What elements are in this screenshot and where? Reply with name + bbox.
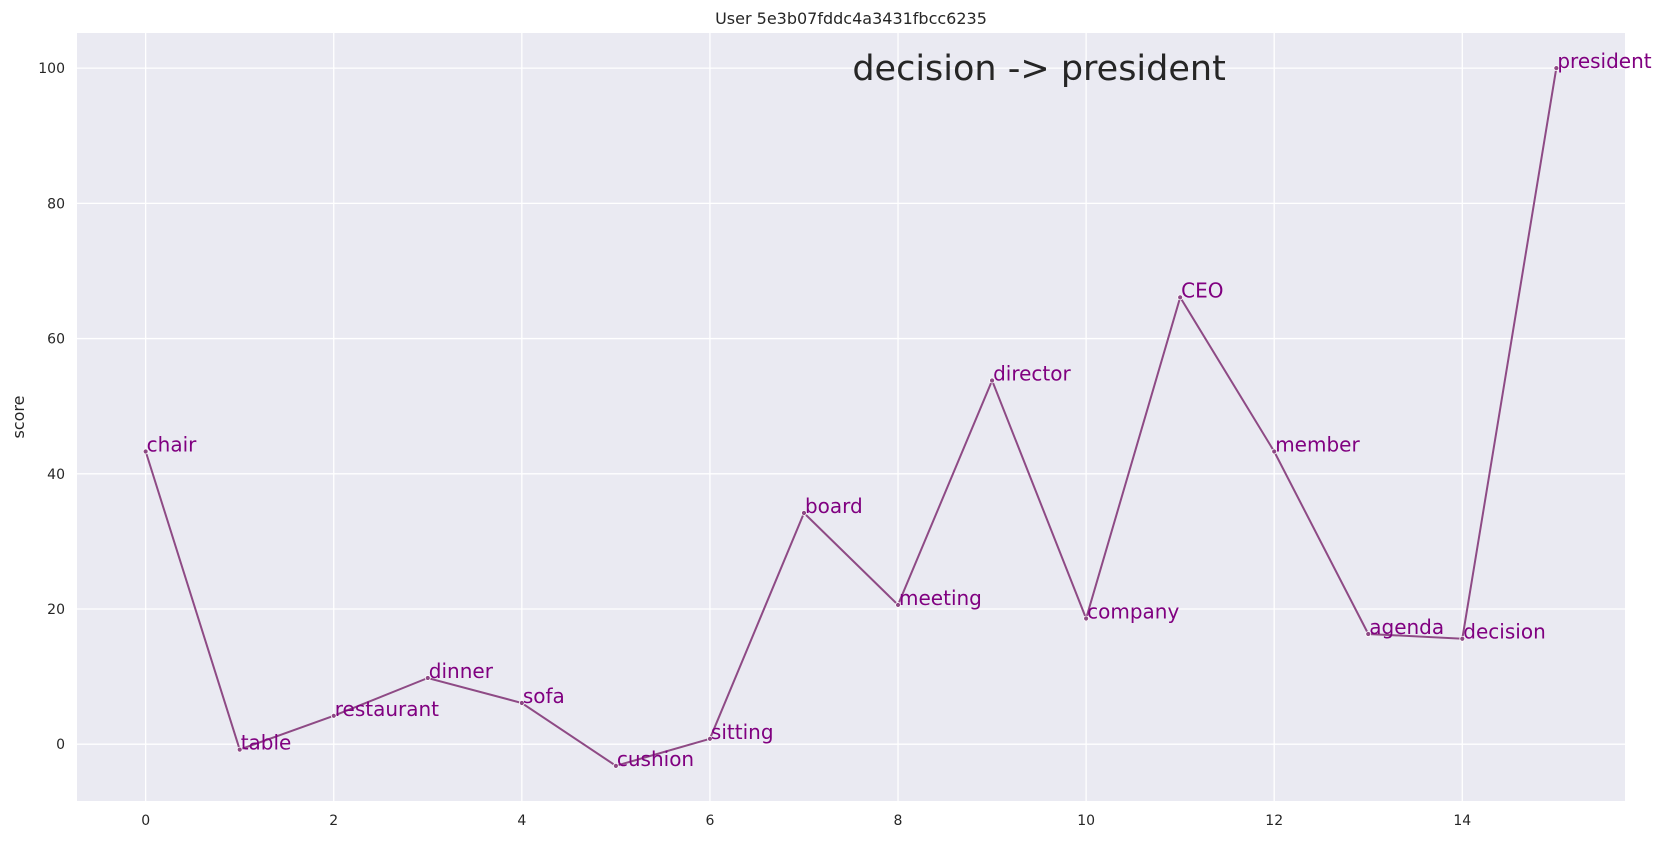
x-tick-label: 12 — [1265, 813, 1283, 829]
data-point — [707, 735, 713, 742]
data-point — [989, 377, 995, 384]
y-tick-label: 40 — [47, 467, 65, 483]
data-point — [236, 746, 243, 753]
plot-area — [77, 33, 1625, 801]
data-point — [1459, 635, 1466, 642]
x-gridlines — [145, 33, 1463, 801]
point-label: company — [1087, 599, 1179, 623]
point-label: chair — [147, 432, 197, 456]
data-point — [1553, 65, 1560, 72]
point-label: decision — [1463, 620, 1545, 644]
point-label: agenda — [1369, 615, 1444, 639]
y-axis-label: score — [9, 396, 28, 439]
y-tick-label: 100 — [38, 61, 65, 77]
data-point — [330, 712, 337, 719]
y-tick-label: 0 — [56, 737, 65, 753]
x-tick-label: 0 — [141, 813, 150, 829]
data-point — [895, 602, 901, 608]
point-label: restaurant — [335, 697, 439, 721]
point-label: board — [805, 494, 863, 518]
point-label: member — [1275, 432, 1360, 456]
y-gridlines — [77, 67, 1625, 745]
point-label: cushion — [617, 747, 694, 771]
point-label: meeting — [899, 586, 982, 610]
point-label: president — [1557, 49, 1651, 73]
y-tick-label: 60 — [47, 332, 65, 348]
x-tick-label: 6 — [705, 813, 714, 829]
x-tick-label: 2 — [329, 813, 338, 829]
point-label: sitting — [711, 720, 774, 744]
point-label: CEO — [1181, 278, 1223, 302]
point-label: table — [241, 731, 292, 755]
chart-title: User 5e3b07fddc4a3431fbcc6235 — [715, 9, 987, 28]
point-labels: chair table restaurant dinner sofa cushion sit… — [147, 49, 1652, 771]
data-points — [142, 65, 1560, 769]
x-tick-label: 10 — [1077, 813, 1095, 829]
x-tick-label: 4 — [517, 813, 526, 829]
data-point — [1083, 615, 1090, 622]
y-tick-label: 80 — [47, 196, 65, 212]
y-tick-label: 20 — [47, 602, 65, 618]
x-tick-label: 8 — [894, 813, 903, 829]
chart-annotation: decision -> president — [852, 49, 1225, 89]
data-point — [1177, 294, 1184, 301]
data-point — [1365, 631, 1372, 637]
data-point — [424, 675, 431, 681]
data-point — [801, 510, 807, 516]
y-tick-labels: 0 20 40 60 80 100 — [38, 61, 65, 753]
data-point — [1271, 448, 1278, 455]
data-point — [142, 448, 149, 455]
x-tick-labels: 0 2 4 6 8 10 12 14 — [141, 813, 1471, 829]
x-tick-label: 14 — [1453, 813, 1471, 829]
point-label: director — [993, 361, 1071, 385]
data-point — [612, 762, 619, 769]
point-label: sofa — [523, 684, 565, 708]
data-point — [518, 700, 525, 706]
series-line — [144, 68, 1558, 767]
point-label: dinner — [429, 659, 494, 683]
